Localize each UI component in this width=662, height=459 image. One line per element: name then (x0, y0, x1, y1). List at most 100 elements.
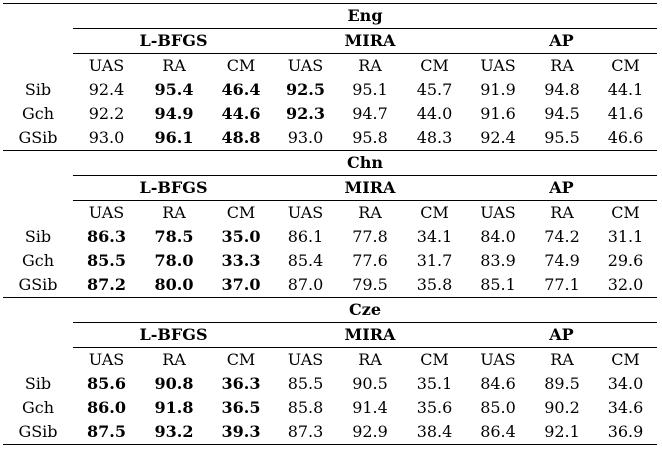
algorithm-header: L-BFGS (73, 28, 274, 54)
value-cell: 94.8 (544, 80, 580, 99)
value-cell: 48.3 (416, 128, 453, 147)
value-cell: 46.6 (607, 128, 644, 147)
value-cell: 90.8 (154, 374, 194, 393)
metric-header: RA (162, 350, 186, 369)
metric-header: UAS (287, 203, 324, 222)
value-cell: 46.4 (221, 80, 261, 99)
value-cell: 94.5 (544, 104, 580, 123)
value-cell: 80.0 (154, 275, 194, 294)
row-label: GSib (18, 275, 58, 294)
metric-header: CM (420, 350, 449, 369)
row-label: Sib (24, 80, 52, 99)
algorithm-header: MIRA (274, 322, 466, 348)
algorithm-header: MIRA (274, 28, 466, 54)
metric-header: CM (611, 56, 640, 75)
metric-header: UAS (480, 56, 516, 75)
value-cell: 44.1 (607, 80, 644, 99)
row-label: Gch (21, 398, 55, 417)
value-cell: 87.3 (274, 420, 337, 445)
metric-header: RA (358, 203, 382, 222)
value-cell: 34.0 (607, 374, 644, 393)
value-cell: 96.1 (154, 128, 194, 147)
value-cell: 95.1 (352, 80, 388, 99)
value-cell: 37.0 (221, 275, 261, 294)
value-cell: 92.2 (88, 104, 125, 123)
metric-header: UAS (480, 203, 516, 222)
value-cell: 35.1 (416, 374, 453, 393)
language-header-row: Chn (3, 150, 657, 225)
value-cell: 92.3 (286, 104, 325, 123)
metric-header: CM (611, 350, 640, 369)
value-cell: 39.3 (208, 420, 274, 445)
algorithm-header-row: L-BFGS MIRA AP (3, 28, 657, 54)
metric-header: RA (358, 350, 382, 369)
value-cell: 91.8 (154, 398, 194, 417)
value-cell: 74.9 (544, 251, 580, 270)
value-cell: 31.1 (607, 227, 644, 246)
value-cell: 36.5 (221, 398, 261, 417)
value-cell: 84.6 (480, 374, 516, 393)
metric-header: RA (358, 56, 382, 75)
table-row: Gch 86.0 91.8 36.5 85.8 91.4 35.6 85.0 90.2 34.6 (3, 396, 657, 420)
metric-header: RA (550, 350, 574, 369)
value-cell: 35.0 (221, 227, 261, 246)
row-label: Sib (24, 374, 52, 393)
value-cell: 77.6 (352, 251, 388, 270)
metric-header: CM (611, 203, 640, 222)
metric-header: UAS (88, 350, 125, 369)
metric-header-row: UAS RA CM UAS RA CM UAS RA CM (3, 348, 657, 373)
table-row: Sib 92.4 95.4 46.4 92.5 95.1 45.7 91.9 94.8 44.1 (3, 78, 657, 102)
value-cell: 31.7 (416, 251, 453, 270)
table-row: Gch 85.5 78.0 33.3 85.4 77.6 31.7 83.9 74.9 29.6 (3, 249, 657, 273)
value-cell: 91.9 (480, 80, 516, 99)
value-cell: 89.5 (544, 374, 580, 393)
value-cell: 92.5 (286, 80, 325, 99)
value-cell: 34.6 (607, 398, 644, 417)
metric-header: CM (226, 350, 256, 369)
language-header-row: Cze (3, 297, 657, 372)
table-row: Gch 92.2 94.9 44.6 92.3 94.7 44.0 91.6 94.5 41.6 (3, 102, 657, 126)
value-cell: 36.9 (594, 420, 657, 445)
language-header: Eng (73, 3, 657, 29)
value-cell: 92.4 (480, 128, 516, 147)
value-cell: 35.6 (416, 398, 453, 417)
value-cell: 91.4 (352, 398, 388, 417)
value-cell: 85.1 (480, 275, 516, 294)
metric-header: UAS (88, 203, 125, 222)
value-cell: 93.2 (140, 420, 208, 445)
empty-stub-cell (3, 3, 73, 78)
value-cell: 38.4 (403, 420, 466, 445)
metric-header: CM (420, 56, 449, 75)
value-cell: 34.1 (416, 227, 453, 246)
empty-stub-cell (3, 150, 73, 225)
algorithm-header-row: L-BFGS MIRA AP (3, 322, 657, 348)
row-label: Gch (21, 104, 55, 123)
metric-header: UAS (287, 350, 324, 369)
metric-header: CM (420, 203, 449, 222)
metric-header: RA (550, 56, 574, 75)
value-cell: 87.0 (287, 275, 324, 294)
table-row: Sib 86.3 78.5 35.0 86.1 77.8 34.1 84.0 74.2 31.1 (3, 225, 657, 249)
results-table-container: Eng L-BFGS MIRA AP UAS RA CM UAS RA CM UAS RA CM Sib 9… (3, 3, 657, 445)
value-cell: 85.4 (287, 251, 324, 270)
value-cell: 74.2 (544, 227, 580, 246)
value-cell: 94.7 (352, 104, 388, 123)
value-cell: 83.9 (480, 251, 516, 270)
value-cell: 36.3 (221, 374, 261, 393)
value-cell: 29.6 (607, 251, 644, 270)
value-cell: 32.0 (607, 275, 644, 294)
metric-header: UAS (480, 350, 516, 369)
algorithm-header: AP (466, 175, 657, 201)
table-row: GSib 87.5 93.2 39.3 87.3 92.9 38.4 86.4 92.1 36.9 (3, 420, 657, 445)
value-cell: 91.6 (480, 104, 516, 123)
algorithm-header: L-BFGS (73, 175, 274, 201)
value-cell: 86.3 (87, 227, 126, 246)
metric-header: RA (550, 203, 574, 222)
value-cell: 78.5 (154, 227, 194, 246)
value-cell: 92.1 (530, 420, 594, 445)
value-cell: 93.0 (287, 128, 324, 147)
table-row: GSib 87.2 80.0 37.0 87.0 79.5 35.8 85.1 77.1 32.0 (3, 273, 657, 298)
metric-header: RA (162, 56, 186, 75)
value-cell: 86.1 (287, 227, 324, 246)
value-cell: 48.8 (221, 128, 261, 147)
